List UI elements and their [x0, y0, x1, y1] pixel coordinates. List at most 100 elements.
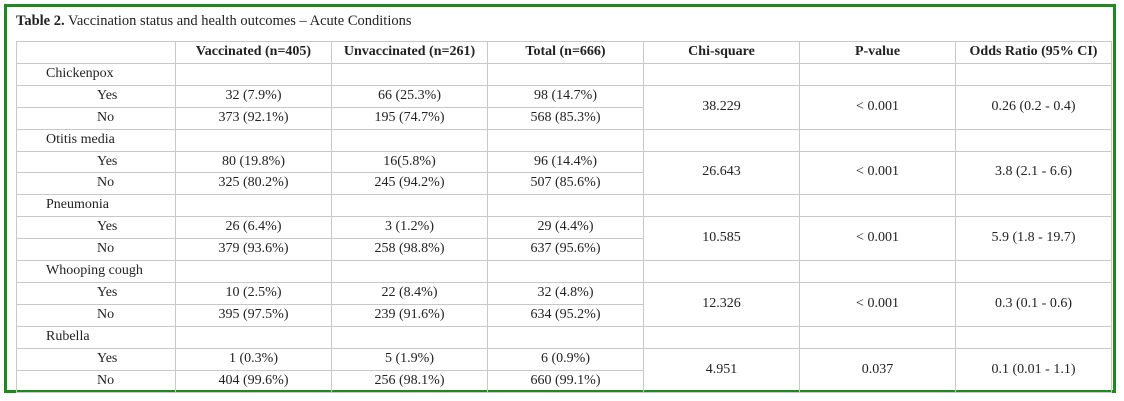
table-row: No 379 (93.6%) 258 (98.8%) 637 (95.6%) [16, 238, 1112, 262]
condition-row: Whooping cough [16, 260, 1112, 283]
empty-cell [331, 260, 488, 283]
condition-name-cell: Chickenpox [16, 62, 176, 86]
unvaccinated-cell: 245 (94.2%) [331, 172, 488, 196]
empty-cell [643, 194, 800, 218]
empty-cell [487, 62, 644, 86]
odds-ratio-cell: 0.1 (0.01 - 1.1) [955, 347, 1112, 393]
level-cell: Yes [16, 216, 176, 240]
header-cell-unvaccinated: Unvaccinated (n=261) [331, 41, 488, 64]
header-cell-total: Total (n=666) [487, 41, 644, 64]
total-cell: 96 (14.4%) [487, 150, 644, 174]
level-cell: No [16, 238, 176, 262]
unvaccinated-cell: 66 (25.3%) [331, 84, 488, 108]
empty-cell [487, 194, 644, 218]
level-cell: No [16, 106, 176, 130]
vaccinated-cell: 32 (7.9%) [175, 84, 332, 108]
level-cell: Yes [16, 347, 176, 371]
empty-cell [487, 325, 644, 349]
empty-cell [799, 325, 956, 349]
unvaccinated-cell: 22 (8.4%) [331, 281, 488, 305]
table-row: Yes 1 (0.3%) 5 (1.9%) 6 (0.9%) 4.951 0.037 0.1… [16, 347, 1112, 393]
vaccinated-cell: 325 (80.2%) [175, 172, 332, 196]
vaccinated-cell: 404 (99.6%) [175, 369, 332, 393]
unvaccinated-cell: 3 (1.2%) [331, 216, 488, 240]
vaccinated-cell: 10 (2.5%) [175, 281, 332, 305]
total-cell: 660 (99.1%) [487, 369, 644, 393]
empty-cell [175, 62, 332, 86]
table-caption: Table 2. Vaccination status and health o… [16, 13, 412, 30]
total-cell: 32 (4.8%) [487, 281, 644, 305]
chi-square-cell: 38.229 [643, 84, 800, 130]
empty-cell [643, 128, 800, 152]
p-value-cell: < 0.001 [799, 150, 956, 196]
table-caption-label: Table 2. [16, 13, 65, 29]
empty-cell [799, 194, 956, 218]
unvaccinated-cell: 239 (91.6%) [331, 303, 488, 327]
p-value-cell: < 0.001 [799, 281, 956, 327]
total-cell: 634 (95.2%) [487, 303, 644, 327]
unvaccinated-cell: 258 (98.8%) [331, 238, 488, 262]
unvaccinated-cell: 5 (1.9%) [331, 347, 488, 371]
header-cell-vaccinated: Vaccinated (n=405) [175, 41, 332, 64]
vaccinated-cell: 1 (0.3%) [175, 347, 332, 371]
header-cell-blank [16, 41, 176, 64]
empty-cell [955, 325, 1112, 349]
table-caption-text: Vaccination status and health outcomes –… [64, 13, 412, 29]
odds-ratio-cell: 3.8 (2.1 - 6.6) [955, 150, 1112, 196]
empty-cell [799, 260, 956, 283]
p-value-cell: < 0.001 [799, 216, 956, 262]
level-cell: Yes [16, 281, 176, 305]
odds-ratio-cell: 0.3 (0.1 - 0.6) [955, 281, 1112, 327]
empty-cell [799, 128, 956, 152]
empty-cell [643, 325, 800, 349]
total-cell: 637 (95.6%) [487, 238, 644, 262]
condition-name-cell: Pneumonia [16, 194, 176, 218]
table-row: Yes 10 (2.5%) 22 (8.4%) 32 (4.8%) 12.326 < 0.… [16, 281, 1112, 327]
total-cell: 29 (4.4%) [487, 216, 644, 240]
table-frame: Table 2. Vaccination status and health o… [4, 4, 1116, 393]
vaccinated-cell: 80 (19.8%) [175, 150, 332, 174]
p-value-cell: 0.037 [799, 347, 956, 393]
table-row: Yes 32 (7.9%) 66 (25.3%) 98 (14.7%) 38.229 < … [16, 84, 1112, 130]
condition-row: Chickenpox [16, 62, 1112, 86]
table-body: Chickenpox Yes 32 (7.9%) 66 (25.3%) 98 (14.7… [16, 62, 1112, 393]
header-row: Vaccinated (n=405) Unvaccinated (n=261) … [16, 41, 1112, 64]
table-row: Yes 80 (19.8%) 16(5.8%) 96 (14.4%) 26.643 < 0… [16, 150, 1112, 196]
unvaccinated-cell: 16(5.8%) [331, 150, 488, 174]
empty-cell [955, 62, 1112, 86]
unvaccinated-cell: 256 (98.1%) [331, 369, 488, 393]
empty-cell [955, 194, 1112, 218]
vaccinated-cell: 395 (97.5%) [175, 303, 332, 327]
empty-cell [487, 128, 644, 152]
empty-cell [331, 325, 488, 349]
empty-cell [331, 62, 488, 86]
header-cell-odds-ratio: Odds Ratio (95% CI) [955, 41, 1112, 64]
table-row: Yes 26 (6.4%) 3 (1.2%) 29 (4.4%) 10.585 < 0.0… [16, 216, 1112, 262]
chi-square-cell: 4.951 [643, 347, 800, 393]
level-cell: No [16, 303, 176, 327]
empty-cell [487, 260, 644, 283]
condition-row: Otitis media [16, 128, 1112, 152]
level-cell: No [16, 369, 176, 393]
data-table: Vaccinated (n=405) Unvaccinated (n=261) … [16, 41, 1112, 393]
vaccinated-cell: 26 (6.4%) [175, 216, 332, 240]
empty-cell [955, 128, 1112, 152]
vaccinated-cell: 379 (93.6%) [175, 238, 332, 262]
chi-square-cell: 26.643 [643, 150, 800, 196]
header-cell-p-value: P-value [799, 41, 956, 64]
condition-row: Rubella [16, 325, 1112, 349]
level-cell: Yes [16, 84, 176, 108]
p-value-cell: < 0.001 [799, 84, 956, 130]
empty-cell [331, 194, 488, 218]
header-cell-chi-square: Chi-square [643, 41, 800, 64]
condition-row: Pneumonia [16, 194, 1112, 218]
total-cell: 507 (85.6%) [487, 172, 644, 196]
level-cell: Yes [16, 150, 176, 174]
table-row: No 404 (99.6%) 256 (98.1%) 660 (99.1%) [16, 369, 1112, 393]
chi-square-cell: 12.326 [643, 281, 800, 327]
empty-cell [175, 325, 332, 349]
odds-ratio-cell: 5.9 (1.8 - 19.7) [955, 216, 1112, 262]
empty-cell [643, 260, 800, 283]
empty-cell [643, 62, 800, 86]
empty-cell [955, 260, 1112, 283]
